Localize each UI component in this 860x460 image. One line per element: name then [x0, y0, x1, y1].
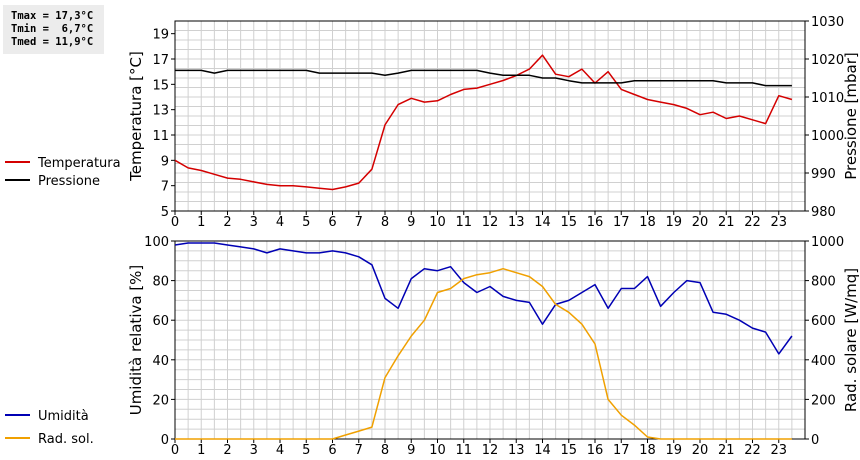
x-tick-label: 19: [665, 443, 682, 458]
x-tick-label: 16: [587, 443, 604, 458]
x-tick-label: 15: [560, 215, 577, 230]
x-tick-label: 11: [455, 215, 472, 230]
x-tick-label: 13: [508, 215, 525, 230]
x-tick-label: 5: [302, 215, 310, 230]
legend-label-radiation: Rad. sol.: [38, 432, 94, 447]
x-tick-label: 13: [508, 443, 525, 458]
x-tick-label: 21: [718, 215, 735, 230]
y-right-tick-label: 1030: [811, 15, 844, 30]
x-tick-label: 14: [534, 443, 551, 458]
x-tick-label: 5: [302, 443, 310, 458]
y-left-axis-label: Temperatura [°C]: [127, 51, 145, 182]
y-right-tick-label: 990: [811, 167, 836, 182]
y-left-tick-label: 40: [152, 354, 169, 369]
y-left-tick-label: 80: [152, 275, 169, 290]
y-right-tick-label: 1010: [811, 91, 844, 106]
y-right-axis-label: Pressione [mbar]: [842, 52, 860, 180]
x-tick-label: 7: [355, 215, 363, 230]
series-line-radiation: [175, 267, 792, 440]
x-tick-label: 1: [197, 443, 205, 458]
tmin-stat: Tmin = 6,7°C: [11, 23, 94, 35]
x-tick-label: 10: [429, 215, 446, 230]
y-left-tick-label: 60: [152, 314, 169, 329]
legend-label-temperature: Temperatura: [37, 156, 121, 171]
tmed-stat: Tmed = 11,9°C: [11, 36, 94, 48]
y-left-tick-label: 19: [152, 28, 169, 43]
x-tick-label: 10: [429, 443, 446, 458]
x-tick-label: 6: [328, 443, 336, 458]
x-tick-label: 4: [276, 215, 284, 230]
legend-label-pressure: Pressione: [38, 174, 100, 189]
tmax-stat: Tmax = 17,3°C: [11, 10, 94, 22]
y-right-tick-label: 600: [811, 314, 836, 329]
x-tick-label: 20: [692, 443, 709, 458]
chart-panel-1: 0 1 2 3 4 5 6 7 8 9 10 11 12 13 14 15 16 17 18 19 20 21 22 2357…: [5, 15, 860, 230]
y-right-tick-label: 1020: [811, 53, 844, 68]
x-tick-label: 0: [171, 215, 179, 230]
y-left-tick-label: 7: [161, 180, 169, 195]
y-right-tick-label: 1000: [811, 235, 844, 250]
x-tick-label: 22: [744, 215, 761, 230]
x-tick-label: 22: [744, 443, 761, 458]
x-tick-label: 23: [770, 443, 787, 458]
x-tick-label: 0: [171, 443, 179, 458]
y-right-tick-label: 400: [811, 354, 836, 369]
y-left-tick-label: 13: [152, 104, 169, 119]
chart-panel-2: 0 1 2 3 4 5 6 7 8 9 10 11 12 13 14 15 16 17 18 19 20 21 22 2302…: [5, 235, 860, 458]
y-left-tick-label: 0: [161, 433, 169, 448]
y-left-tick-label: 15: [152, 78, 169, 93]
y-right-tick-label: 1000: [811, 129, 844, 144]
grid: [174, 20, 806, 212]
x-tick-label: 16: [587, 215, 604, 230]
x-tick-label: 12: [482, 215, 499, 230]
x-tick-label: 18: [639, 443, 656, 458]
x-tick-label: 2: [223, 443, 231, 458]
y-left-tick-label: 20: [152, 393, 169, 408]
x-tick-label: 18: [639, 215, 656, 230]
x-tick-label: 9: [407, 215, 415, 230]
grid: [174, 240, 806, 440]
y-left-tick-label: 17: [152, 53, 169, 68]
y-left-tick-label: 9: [161, 154, 169, 169]
y-right-axis-label: Rad. solare [W/mq]: [842, 268, 860, 412]
y-left-axis-label: Umidità relativa [%]: [127, 265, 145, 416]
y-left-tick-label: 100: [144, 235, 169, 250]
stats-box: Tmax = 17,3°C Tmin = 6,7°C Tmed = 11,9°C: [3, 5, 104, 54]
x-tick-label: 6: [328, 215, 336, 230]
x-tick-label: 21: [718, 443, 735, 458]
x-tick-label: 14: [534, 215, 551, 230]
x-tick-label: 17: [613, 443, 630, 458]
x-tick-label: 17: [613, 215, 630, 230]
y-left-tick-label: 11: [152, 129, 169, 144]
x-tick-label: 11: [455, 443, 472, 458]
x-tick-label: 1: [197, 215, 205, 230]
series-line-humidity: [174, 242, 793, 355]
series-line-pressure: [175, 69, 792, 87]
series-line-temperature: [174, 54, 793, 191]
x-tick-label: 3: [250, 443, 258, 458]
x-tick-label: 20: [692, 215, 709, 230]
y-right-tick-label: 800: [811, 275, 836, 290]
x-tick-label: 4: [276, 443, 284, 458]
x-tick-label: 23: [770, 215, 787, 230]
legend-label-humidity: Umidità: [38, 409, 89, 424]
x-tick-label: 12: [482, 443, 499, 458]
x-tick-label: 7: [355, 443, 363, 458]
y-left-tick-label: 5: [161, 205, 169, 220]
x-tick-label: 8: [381, 443, 389, 458]
y-right-tick-label: 200: [811, 393, 836, 408]
x-tick-label: 3: [250, 215, 258, 230]
y-right-tick-label: 980: [811, 205, 836, 220]
x-tick-label: 19: [665, 215, 682, 230]
x-tick-label: 2: [223, 215, 231, 230]
y-right-tick-label: 0: [811, 433, 819, 448]
x-tick-label: 15: [560, 443, 577, 458]
x-tick-label: 8: [381, 215, 389, 230]
x-tick-label: 9: [407, 443, 415, 458]
